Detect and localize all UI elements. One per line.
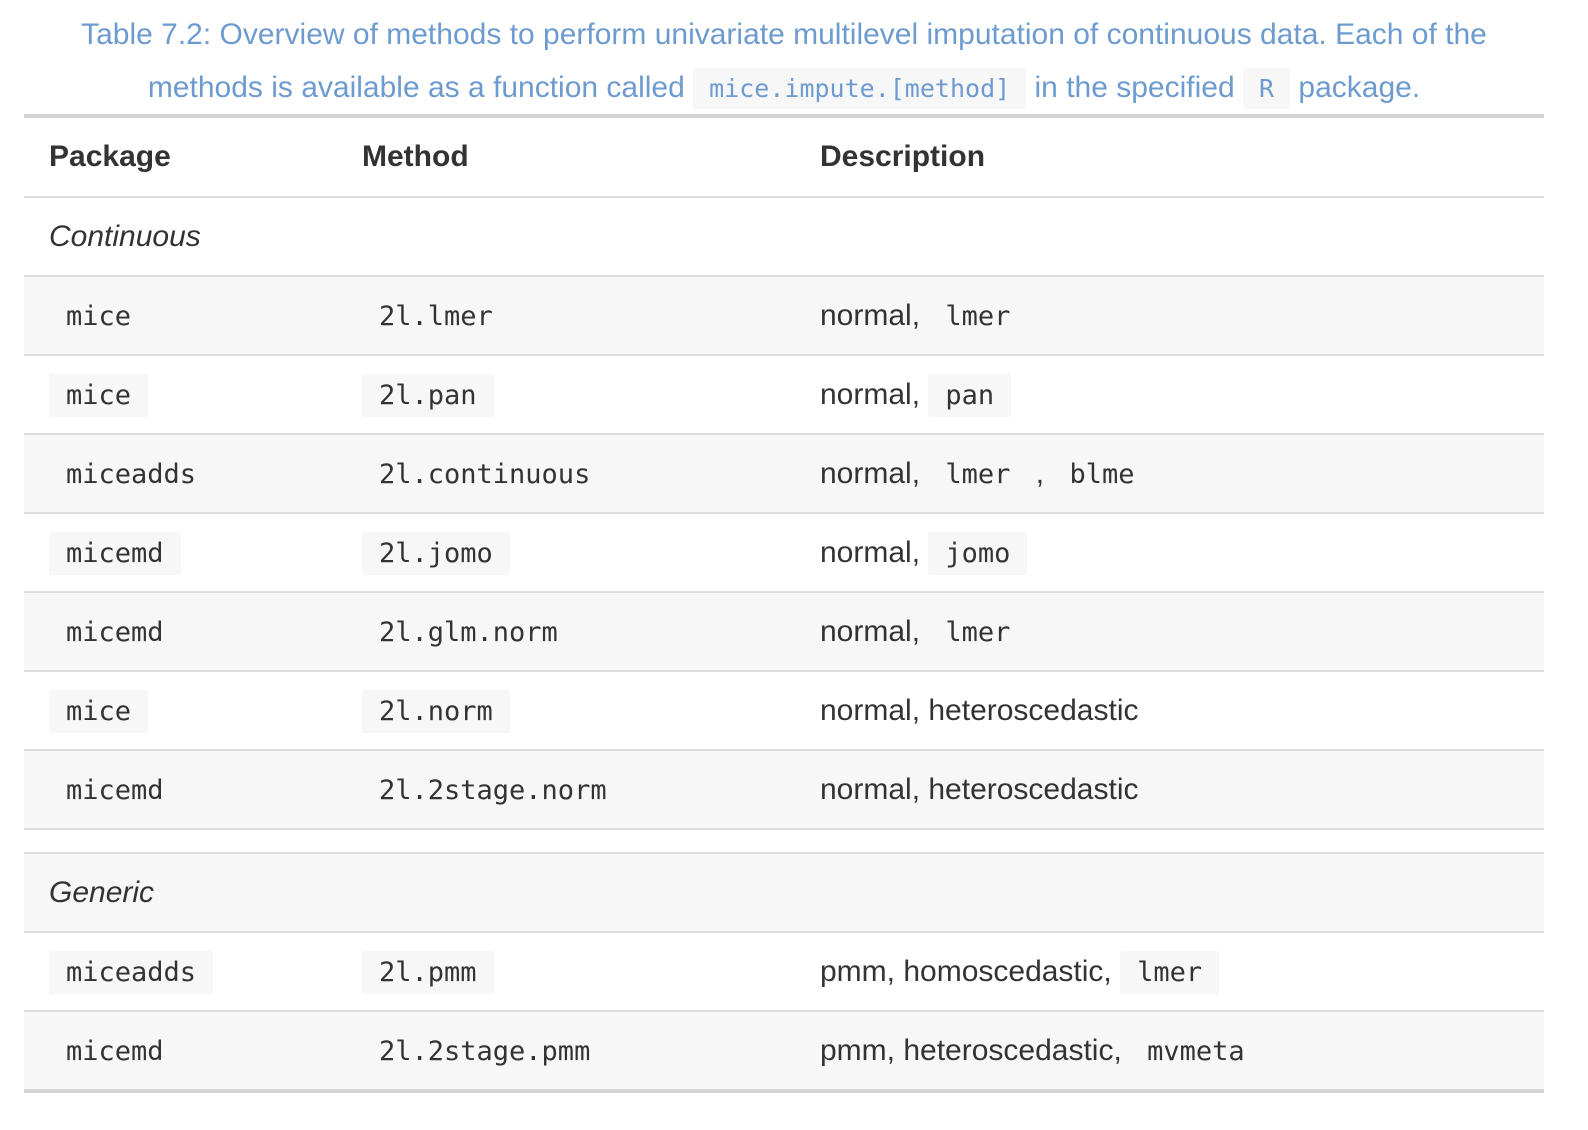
caption-prefix: Table 7.2: Overview of methods to perfor… bbox=[81, 18, 1487, 104]
caption-code-r: R bbox=[1243, 68, 1291, 109]
package-name: mice bbox=[49, 689, 149, 733]
description-code: mvmeta bbox=[1130, 1029, 1262, 1073]
description-text: normal, bbox=[820, 614, 921, 648]
description-text: normal, heteroscedastic bbox=[820, 772, 1139, 806]
caption-suffix: package. bbox=[1298, 71, 1421, 104]
table-row: micemd 2l.2stage.pmm pmm, heteroscedasti… bbox=[24, 1011, 1544, 1093]
package-name: mice bbox=[49, 294, 149, 338]
description-text: normal, bbox=[820, 456, 921, 490]
header-package: Package bbox=[24, 116, 337, 198]
package-name: micemd bbox=[49, 1029, 181, 1073]
description-code: pan bbox=[928, 373, 1012, 417]
description-text: pmm, homoscedastic, bbox=[820, 954, 1112, 988]
description-code: lmer bbox=[928, 610, 1028, 654]
package-name: miceadds bbox=[49, 452, 214, 496]
description-text: normal, bbox=[820, 298, 921, 332]
table-row: micemd 2l.2stage.norm normal, heterosced… bbox=[24, 750, 1544, 830]
table-row: miceadds 2l.pmm pmm, homoscedastic, lmer bbox=[24, 932, 1544, 1012]
table-caption: Table 7.2: Overview of methods to perfor… bbox=[24, 8, 1544, 115]
table-row: miceadds 2l.continuous normal, lmer , bl… bbox=[24, 434, 1544, 514]
package-name: micemd bbox=[49, 610, 181, 654]
description-separator: , bbox=[1035, 456, 1045, 490]
package-name: micemd bbox=[49, 768, 181, 812]
package-name: micemd bbox=[49, 531, 181, 575]
group-label: Continuous bbox=[24, 197, 1544, 277]
method-name: 2l.pmm bbox=[362, 950, 494, 994]
method-name: 2l.lmer bbox=[362, 294, 510, 338]
description-code: lmer bbox=[928, 452, 1028, 496]
description-text: normal, bbox=[820, 377, 921, 411]
description-text: normal, heteroscedastic bbox=[820, 693, 1139, 727]
package-name: mice bbox=[49, 373, 149, 417]
header-method: Method bbox=[337, 116, 795, 198]
description-code: lmer bbox=[1120, 950, 1220, 994]
header-row: Package Method Description bbox=[24, 116, 1544, 198]
method-name: 2l.jomo bbox=[362, 531, 510, 575]
method-name: 2l.glm.norm bbox=[362, 610, 575, 654]
group-spacer bbox=[24, 829, 1544, 854]
methods-table: Package Method Description Continuous mi… bbox=[24, 114, 1544, 1093]
caption-code-method: mice.impute.[method] bbox=[693, 68, 1027, 109]
description-code: lmer bbox=[928, 294, 1028, 338]
description-text: normal, bbox=[820, 535, 921, 569]
package-name: miceadds bbox=[49, 950, 214, 994]
header-description: Description bbox=[795, 116, 1544, 198]
method-name: 2l.2stage.pmm bbox=[362, 1029, 608, 1073]
table-row: mice 2l.norm normal, heteroscedastic bbox=[24, 671, 1544, 751]
table-row: micemd 2l.jomo normal, jomo bbox=[24, 513, 1544, 593]
table-row: mice 2l.pan normal, pan bbox=[24, 355, 1544, 435]
group-row-continuous: Continuous bbox=[24, 197, 1544, 277]
method-name: 2l.continuous bbox=[362, 452, 608, 496]
description-code-2: blme bbox=[1052, 452, 1152, 496]
group-row-generic: Generic bbox=[24, 853, 1544, 933]
method-name: 2l.2stage.norm bbox=[362, 768, 624, 812]
group-label: Generic bbox=[24, 853, 1544, 933]
caption-middle: in the specified bbox=[1034, 71, 1235, 104]
table-row: micemd 2l.glm.norm normal, lmer bbox=[24, 592, 1544, 672]
method-name: 2l.pan bbox=[362, 373, 494, 417]
description-text: pmm, heteroscedastic, bbox=[820, 1033, 1122, 1067]
table-row: mice 2l.lmer normal, lmer bbox=[24, 276, 1544, 356]
description-code: jomo bbox=[928, 531, 1028, 575]
method-name: 2l.norm bbox=[362, 689, 510, 733]
